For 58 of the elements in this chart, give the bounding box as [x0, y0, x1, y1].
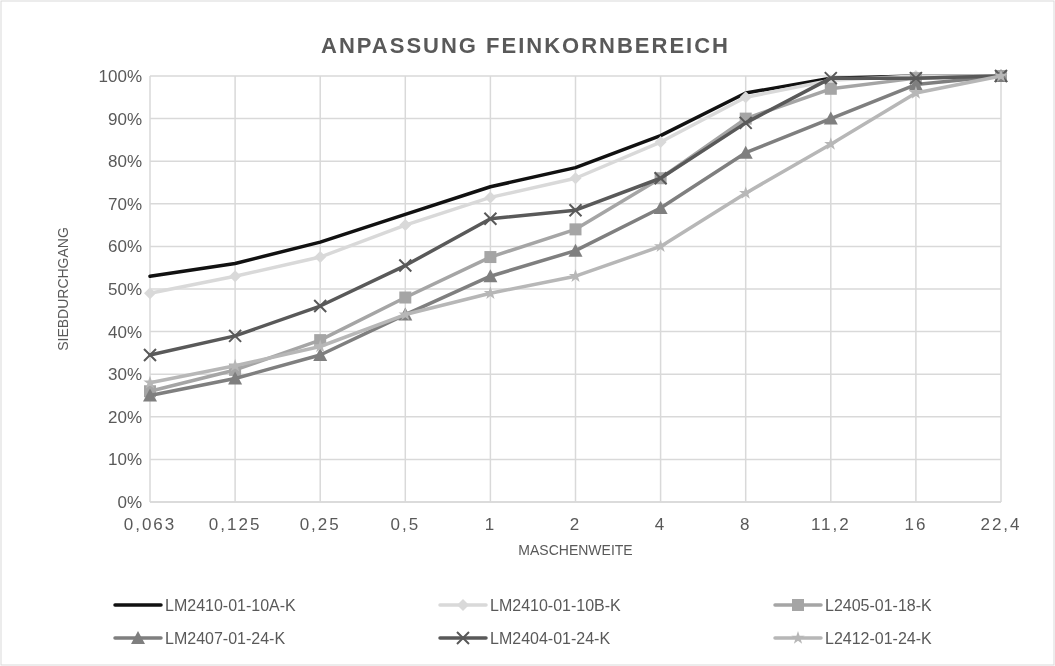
y-tick-label: 50%: [107, 279, 142, 299]
chart-title: ANPASSUNG FEINKORNBEREICH: [321, 33, 730, 58]
x-tick-label: 8: [739, 515, 752, 534]
x-tick-label: 0,125: [208, 515, 262, 534]
point: [568, 203, 583, 218]
x-tick-label: 22,4: [980, 515, 1022, 534]
point: [569, 172, 582, 185]
point: [313, 299, 328, 314]
point: [143, 348, 157, 363]
x-tick-label: 4: [654, 515, 667, 534]
x-tick-label: 1: [484, 515, 497, 534]
point: [569, 223, 582, 236]
point: [484, 191, 497, 204]
point: [484, 251, 497, 264]
point: [483, 211, 498, 226]
point: [228, 328, 243, 343]
point: [568, 243, 583, 257]
y-tick-label: 0%: [117, 492, 142, 512]
point: [399, 291, 412, 304]
legend-label: LM2410-01-10A-K: [165, 596, 297, 614]
y-tick-label: 30%: [107, 365, 142, 385]
legend-label: LM2404-01-24-K: [490, 629, 611, 647]
point: [314, 251, 327, 264]
point: [313, 348, 328, 362]
y-tick-label: 70%: [107, 194, 142, 214]
y-tick-label: 100%: [98, 66, 142, 86]
y-tick-label: 10%: [107, 450, 142, 470]
y-axis-title: SIEBDURCHGANG: [55, 227, 71, 351]
point: [738, 145, 753, 159]
point: [653, 201, 668, 215]
point: [144, 287, 156, 300]
y-tick-label: 90%: [107, 109, 142, 129]
x-tick-label: 2: [569, 515, 582, 534]
y-tick-label: 60%: [107, 237, 142, 257]
x-tick-label: 16: [904, 515, 928, 534]
point: [398, 258, 413, 273]
x-tick-label: 0,063: [123, 515, 177, 534]
x-tick-label: 0,5: [390, 515, 421, 534]
point: [824, 82, 837, 95]
y-tick-label: 20%: [107, 407, 142, 427]
point: [653, 239, 668, 253]
point: [228, 371, 243, 385]
legend-label: LM2410-01-10B-K: [490, 596, 622, 614]
point: [738, 115, 753, 130]
point: [739, 186, 753, 199]
x-tick-label: 0,25: [299, 515, 341, 534]
x-axis-title: MASCHENWEITE: [518, 542, 633, 558]
y-tick-label: 80%: [107, 152, 142, 172]
point: [739, 91, 752, 104]
y-tick-label: 40%: [107, 322, 142, 342]
x-tick-label: 11,2: [810, 515, 851, 534]
legend-label: L2412-01-24-K: [825, 629, 933, 647]
point: [143, 388, 157, 402]
legend-label: L2405-01-18-K: [825, 596, 933, 614]
point: [483, 269, 498, 283]
point: [823, 111, 838, 125]
point: [824, 137, 838, 150]
legend-label: LM2407-01-24-K: [165, 629, 286, 647]
